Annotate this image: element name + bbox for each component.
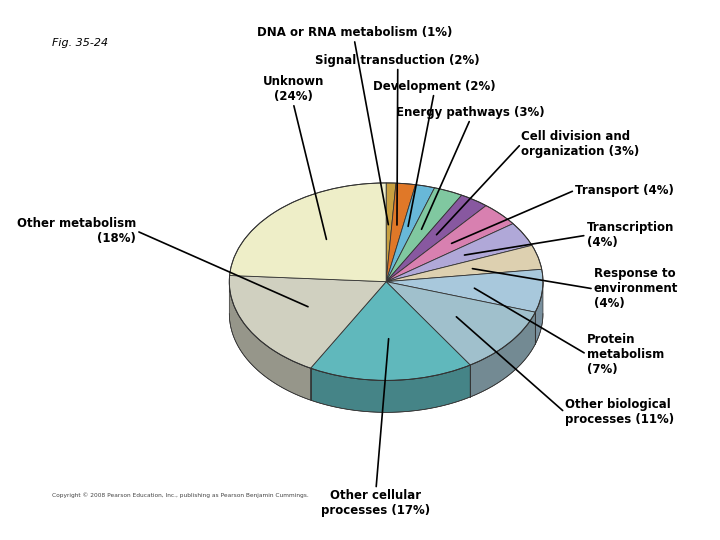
Polygon shape	[386, 245, 541, 282]
Polygon shape	[386, 269, 543, 312]
Text: Transcription
(4%): Transcription (4%)	[587, 221, 674, 249]
Polygon shape	[230, 183, 386, 282]
Text: Copyright © 2008 Pearson Education, Inc., publishing as Pearson Benjamin Cumming: Copyright © 2008 Pearson Education, Inc.…	[52, 492, 309, 498]
Polygon shape	[229, 275, 386, 368]
Text: Transport (4%): Transport (4%)	[575, 184, 674, 197]
Polygon shape	[535, 282, 543, 344]
Text: DNA or RNA metabolism (1%): DNA or RNA metabolism (1%)	[256, 26, 452, 39]
Polygon shape	[229, 282, 310, 400]
Text: Energy pathways (3%): Energy pathways (3%)	[396, 106, 544, 119]
Polygon shape	[386, 206, 513, 282]
Text: Response to
environment
(4%): Response to environment (4%)	[594, 267, 678, 310]
Polygon shape	[386, 224, 532, 282]
Polygon shape	[470, 312, 535, 397]
Polygon shape	[386, 188, 462, 282]
Text: Fig. 35-24: Fig. 35-24	[52, 38, 108, 48]
Polygon shape	[310, 282, 470, 380]
Text: Other cellular
processes (17%): Other cellular processes (17%)	[321, 489, 431, 517]
Polygon shape	[386, 195, 486, 282]
Text: Other biological
processes (11%): Other biological processes (11%)	[564, 399, 674, 427]
Text: Cell division and
organization (3%): Cell division and organization (3%)	[521, 130, 639, 158]
Polygon shape	[386, 183, 415, 282]
Polygon shape	[386, 185, 435, 282]
Polygon shape	[310, 365, 470, 413]
Polygon shape	[386, 282, 535, 365]
Text: Protein
metabolism
(7%): Protein metabolism (7%)	[587, 333, 664, 376]
Text: Unknown
(24%): Unknown (24%)	[263, 75, 324, 103]
Text: Development (2%): Development (2%)	[373, 80, 495, 93]
Polygon shape	[386, 183, 396, 282]
Text: Other metabolism
(18%): Other metabolism (18%)	[17, 217, 136, 245]
Text: Signal transduction (2%): Signal transduction (2%)	[315, 54, 480, 67]
